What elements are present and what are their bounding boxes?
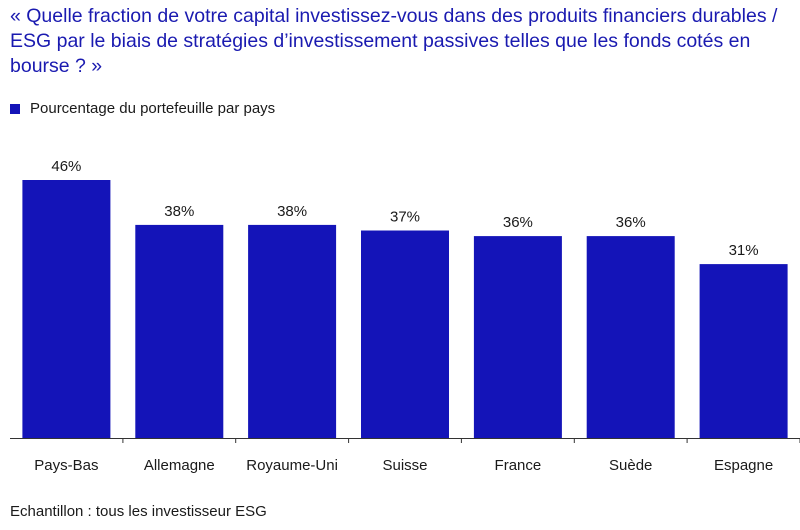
data-label: 37%	[390, 209, 420, 226]
x-tick-label: Pays-Bas	[34, 457, 98, 474]
bar-suisse	[361, 230, 449, 438]
x-tick-label: Espagne	[714, 457, 773, 474]
bar-espagne	[699, 264, 788, 438]
data-label: 38%	[277, 203, 307, 220]
data-label: 36%	[616, 214, 646, 231]
x-tick-label: Allemagne	[144, 457, 215, 474]
bar-royaume-uni	[248, 224, 337, 438]
bar-allemagne	[135, 224, 224, 438]
data-label: 38%	[164, 203, 194, 220]
legend: Pourcentage du portefeuille par pays	[10, 100, 275, 117]
bar-pays-bas	[22, 180, 111, 438]
bar-suède	[586, 236, 675, 438]
bar-france	[473, 236, 562, 438]
x-tick-label: Royaume-Uni	[246, 457, 338, 474]
data-label: 36%	[503, 214, 533, 231]
sample-footnote: Echantillon : tous les investisseur ESG	[10, 503, 267, 520]
x-tick-label: Suisse	[382, 457, 427, 474]
chart-title: « Quelle fraction de votre capital inves…	[10, 5, 778, 77]
data-label: 31%	[729, 242, 759, 259]
x-tick-label: Suède	[609, 457, 652, 474]
legend-label: Pourcentage du portefeuille par pays	[30, 100, 276, 117]
data-label: 46%	[51, 158, 81, 175]
legend-swatch	[10, 103, 20, 114]
x-tick-label: France	[495, 457, 542, 474]
